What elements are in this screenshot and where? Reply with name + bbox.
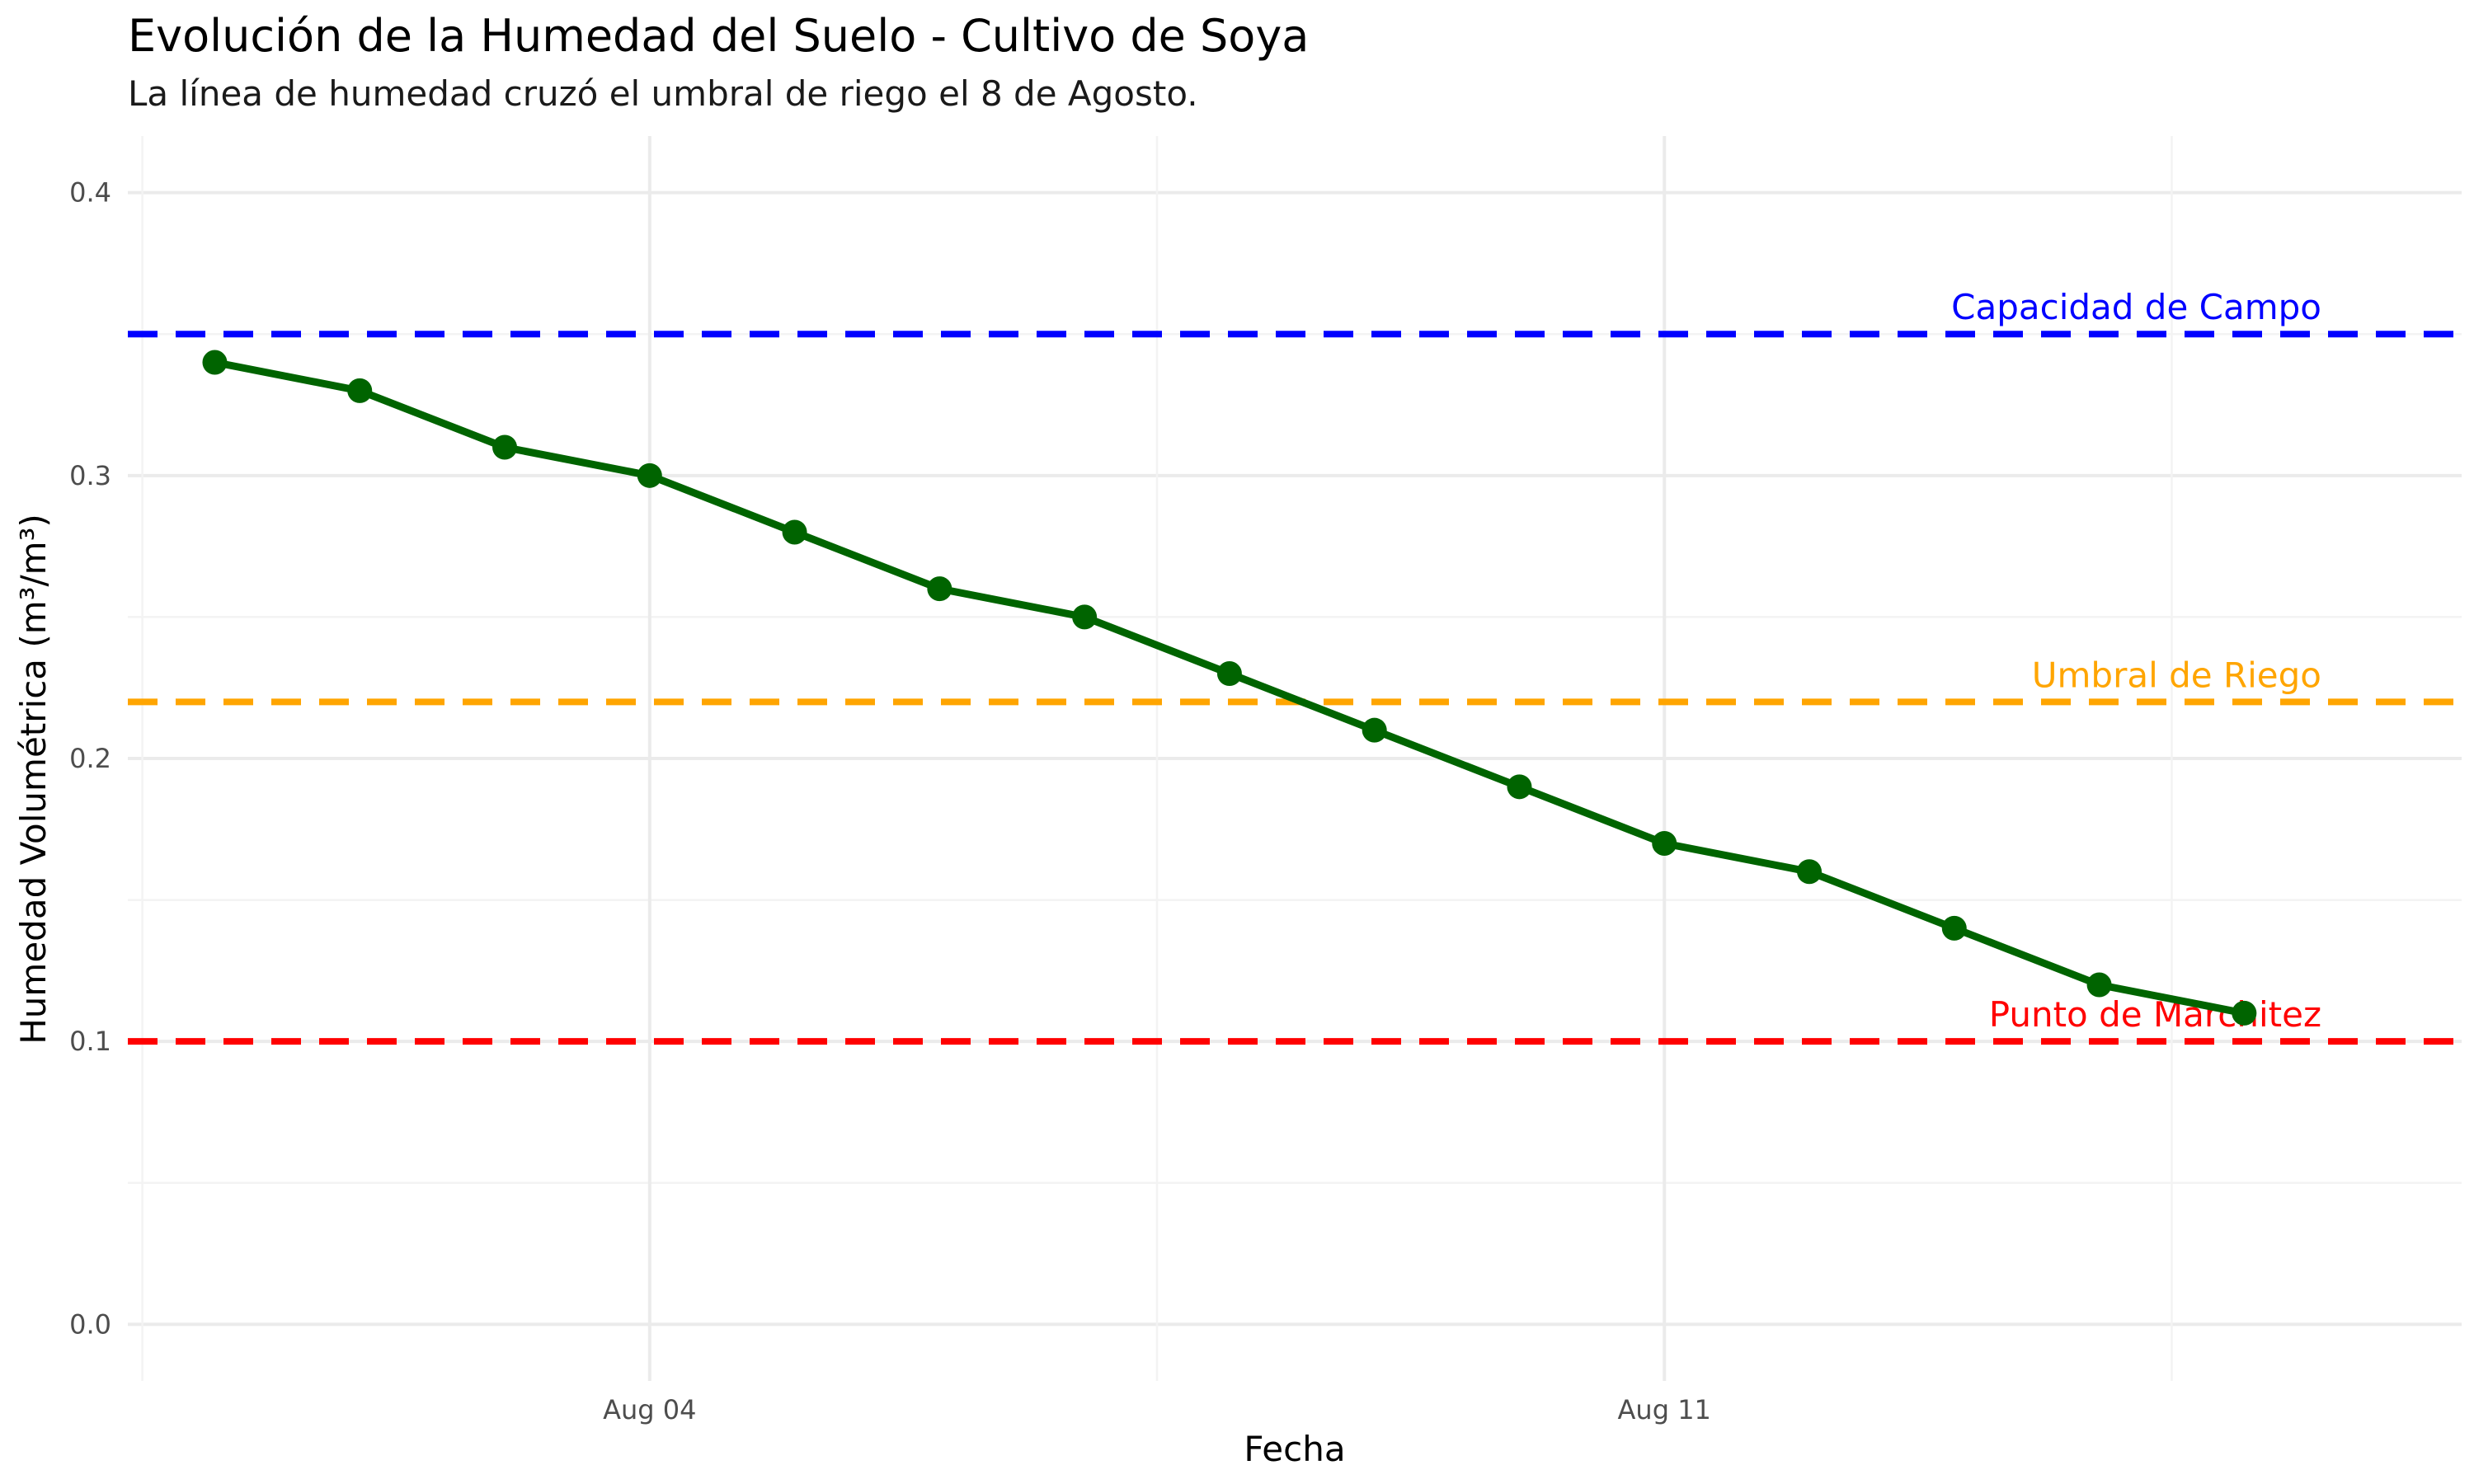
data-point — [202, 350, 228, 375]
chart-title: Evolución de la Humedad del Suelo - Cult… — [128, 10, 1309, 62]
reference-line-label: Capacidad de Campo — [1951, 287, 2321, 327]
y-axis-title: Humedad Volumétrica (m³/m³) — [13, 514, 54, 1045]
y-axis-ticks: 0.0 0.1 0.2 0.3 0.4 — [69, 177, 111, 1341]
x-tick-label: Aug 04 — [603, 1394, 696, 1425]
data-point — [1362, 717, 1387, 743]
data-point — [1507, 774, 1532, 800]
y-tick-label: 0.2 — [69, 743, 111, 774]
data-point — [782, 519, 807, 545]
y-tick-label: 0.3 — [69, 460, 111, 491]
chart-subtitle: La línea de humedad cruzó el umbral de r… — [128, 73, 1198, 114]
data-point — [637, 463, 662, 488]
moisture-series — [202, 350, 2257, 1026]
moisture-line — [214, 359, 2246, 1017]
data-point — [1072, 604, 1098, 630]
data-point — [1216, 661, 1242, 687]
y-tick-label: 0.0 — [69, 1308, 111, 1340]
y-tick-label: 0.4 — [69, 177, 111, 209]
data-point — [347, 378, 373, 403]
x-tick-label: Aug 11 — [1618, 1394, 1711, 1425]
reference-line-label: Umbral de Riego — [2032, 655, 2321, 695]
data-point — [1797, 859, 1823, 885]
x-axis-title: Fecha — [1244, 1429, 1345, 1469]
data-point — [1941, 915, 1967, 941]
y-tick-label: 0.1 — [69, 1026, 111, 1057]
data-point — [2232, 1000, 2257, 1026]
reference-line-label: Punto de Marchitez — [1989, 994, 2321, 1035]
data-point — [2086, 972, 2112, 998]
data-point — [492, 434, 518, 460]
data-point — [927, 576, 952, 602]
reference-lines: Capacidad de Campo Umbral de Riego Punto d… — [128, 287, 2462, 1045]
x-axis-ticks: Aug 04 Aug 11 — [603, 1394, 1711, 1425]
data-point — [1652, 830, 1677, 856]
